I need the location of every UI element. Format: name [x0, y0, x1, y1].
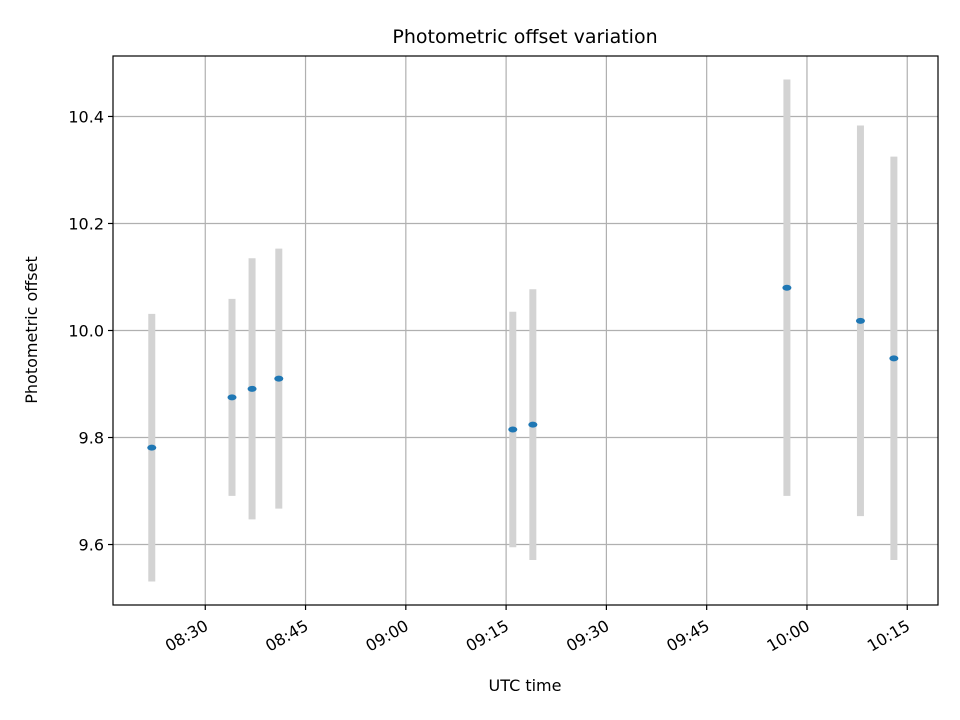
data-point — [227, 394, 237, 401]
data-point — [855, 317, 865, 324]
y-tick-label: 10.0 — [68, 322, 104, 341]
data-point — [274, 375, 284, 382]
y-tick-label: 9.6 — [79, 536, 104, 555]
data-point — [528, 421, 538, 428]
data-point — [508, 426, 518, 433]
data-points — [147, 284, 899, 451]
y-tick-label: 10.2 — [68, 214, 104, 233]
y-tick-label: 10.4 — [68, 107, 104, 126]
data-point — [782, 284, 792, 291]
y-axis: 9.6 9.8 10.0 10.2 10.4 — [68, 107, 113, 555]
y-tick-label: 9.8 — [79, 429, 104, 448]
data-point — [889, 355, 899, 362]
data-point — [147, 444, 157, 451]
data-point — [247, 385, 257, 392]
y-axis-label: Photometric offset — [22, 256, 41, 404]
chart-title: Photometric offset variation — [392, 26, 657, 48]
x-axis-label: UTC time — [489, 676, 562, 695]
